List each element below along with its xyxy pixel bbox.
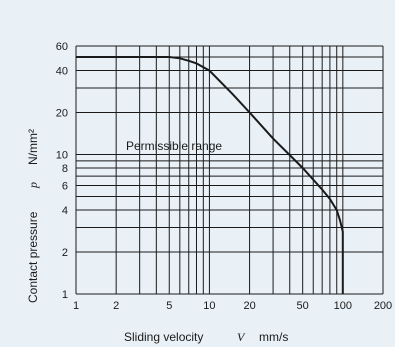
- y-axis-unit: N/mm²: [26, 129, 40, 165]
- x-axis-label: Sliding velocity: [124, 330, 203, 344]
- y-tick-labels: 1 2 4 6 810 20 40 60: [56, 41, 68, 301]
- y-tick-label: 1: [62, 289, 68, 301]
- y-tick-label: 20: [56, 108, 68, 120]
- y-tick-label: 6: [62, 180, 68, 192]
- x-tick-labels: 1 2 5 10 20 50 100 200: [73, 300, 392, 312]
- x-tick-label: 200: [374, 300, 392, 312]
- y-tick-label: 4: [62, 205, 68, 217]
- x-tick-label: 50: [297, 300, 309, 312]
- x-tick-label: 100: [334, 300, 352, 312]
- y-tick-label: 2: [62, 247, 68, 259]
- x-axis-symbol: V: [237, 330, 246, 344]
- y-axis-symbol: p: [26, 182, 40, 189]
- x-axis-unit: mm/s: [259, 330, 288, 344]
- x-tick-label: 10: [203, 300, 215, 312]
- x-tick-label: 2: [113, 300, 119, 312]
- grid: [76, 46, 383, 294]
- y-tick-label: 60: [56, 41, 68, 53]
- permissible-range-annotation: Permissible range: [126, 139, 222, 153]
- y-tick-label: 10: [56, 150, 68, 162]
- x-tick-label: 1: [73, 300, 79, 312]
- x-tick-label: 5: [166, 300, 172, 312]
- y-tick-label: 40: [56, 66, 68, 78]
- x-tick-label: 20: [243, 300, 255, 312]
- y-axis-label: Contact pressure: [26, 211, 40, 303]
- y-tick-label: 8: [62, 163, 68, 175]
